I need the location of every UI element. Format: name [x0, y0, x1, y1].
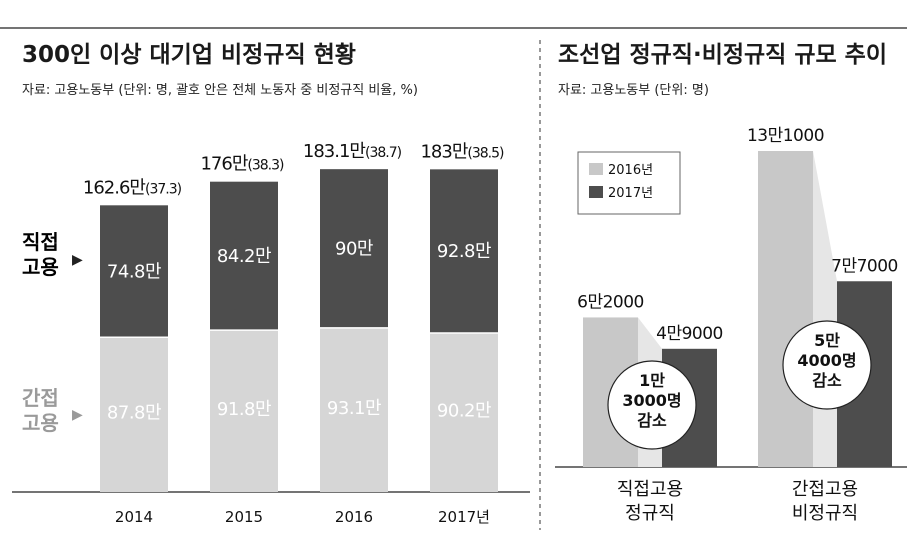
value-label-2016: 13만1000 [747, 126, 824, 146]
x-tick-label: 2017년 [438, 508, 490, 526]
label-direct: 90만 [335, 239, 373, 260]
right-source: 자료: 고용노동부 (단위: 명) [558, 83, 709, 98]
bar-2016 [758, 151, 813, 467]
decline-wedge [813, 151, 837, 467]
right-title: 조선업 정규직·비정규직 규모 추이 [558, 42, 887, 68]
bar-total-label: 183만(38.5) [420, 141, 504, 162]
legend: 2016년 2017년 [577, 151, 681, 215]
bar-indirect [430, 332, 498, 492]
direct-arrow: ▶ [72, 252, 83, 268]
decrease-text: 5만 [814, 331, 840, 350]
legend-label: 2016년 [608, 163, 653, 178]
value-label-2017: 4만9000 [656, 324, 723, 344]
left-source: 자료: 고용노동부 (단위: 명, 괄호 안은 전체 노동자 중 비정규직 비율… [22, 83, 418, 98]
decrease-bubble [607, 360, 697, 450]
x-tick-label: 2014 [115, 508, 153, 526]
indirect-label-line2: 고용 [22, 411, 59, 435]
bar-total-label: 176만(38.3) [200, 154, 284, 175]
decrease-text: 1만 [639, 371, 665, 390]
bar-direct [210, 181, 278, 331]
label-direct: 74.8만 [107, 261, 161, 282]
bar-total-label: 162.6만(37.3) [83, 177, 182, 198]
value-label-2017: 7만7000 [831, 256, 898, 276]
bar-direct [430, 169, 498, 333]
legend-label: 2017년 [608, 186, 653, 201]
category-label: 직접고용 [617, 479, 683, 500]
legend-box [577, 151, 681, 215]
bar-ratio: (37.3) [145, 181, 182, 197]
x-tick-label: 2015 [225, 508, 263, 526]
bar-total: 176만 [200, 154, 247, 175]
label-indirect: 91.8만 [217, 399, 271, 420]
right-bars: 6만20004만90001만3000명감소직접고용정규직13만10007만700… [577, 126, 898, 524]
bar-total: 183만 [420, 141, 467, 162]
direct-side-label: 직접 고용 ▶ [22, 230, 83, 279]
bar-indirect [100, 337, 168, 492]
bar-total: 162.6만 [83, 177, 146, 198]
left-title: 300인 이상 대기업 비정규직 현황 [22, 42, 356, 68]
legend-swatch [589, 163, 603, 175]
decrease-bubble [782, 320, 872, 410]
legend-swatch [589, 186, 603, 198]
label-indirect: 87.8만 [107, 403, 161, 424]
decrease-text: 4000명 [797, 351, 856, 370]
decrease-text: 감소 [637, 411, 667, 430]
bar-indirect [320, 327, 388, 492]
bar-direct [100, 205, 168, 338]
left-bars: 74.8만 87.8만 162.6만(37.3) 2014 84.2만 91.8만 176만… [83, 141, 505, 526]
direct-label-line1: 직접 [22, 230, 59, 254]
bar-ratio: (38.5) [467, 145, 504, 161]
label-direct: 92.8만 [437, 241, 491, 262]
indirect-arrow: ▶ [72, 407, 83, 423]
label-direct: 84.2만 [217, 246, 271, 267]
category-label: 정규직 [625, 503, 675, 524]
direct-label-line2: 고용 [22, 255, 59, 279]
bar-direct [320, 169, 388, 328]
category-label: 비정규직 [792, 503, 858, 524]
value-label-2016: 6만2000 [577, 292, 644, 312]
indirect-label-line1: 간접 [22, 386, 59, 410]
decrease-text: 3000명 [622, 391, 681, 410]
bar-total: 183.1만 [303, 141, 366, 162]
bar-total-label: 183.1만(38.7) [303, 141, 402, 162]
bar-indirect [210, 330, 278, 492]
category-label: 간접고용 [792, 479, 858, 500]
bar-ratio: (38.7) [365, 145, 402, 161]
x-tick-label: 2016 [335, 508, 373, 526]
label-indirect: 93.1만 [327, 398, 381, 419]
label-indirect: 90.2만 [437, 400, 491, 421]
decrease-text: 감소 [812, 371, 842, 390]
indirect-side-label: 간접 고용 ▶ [22, 386, 83, 435]
bar-ratio: (38.3) [247, 158, 284, 174]
